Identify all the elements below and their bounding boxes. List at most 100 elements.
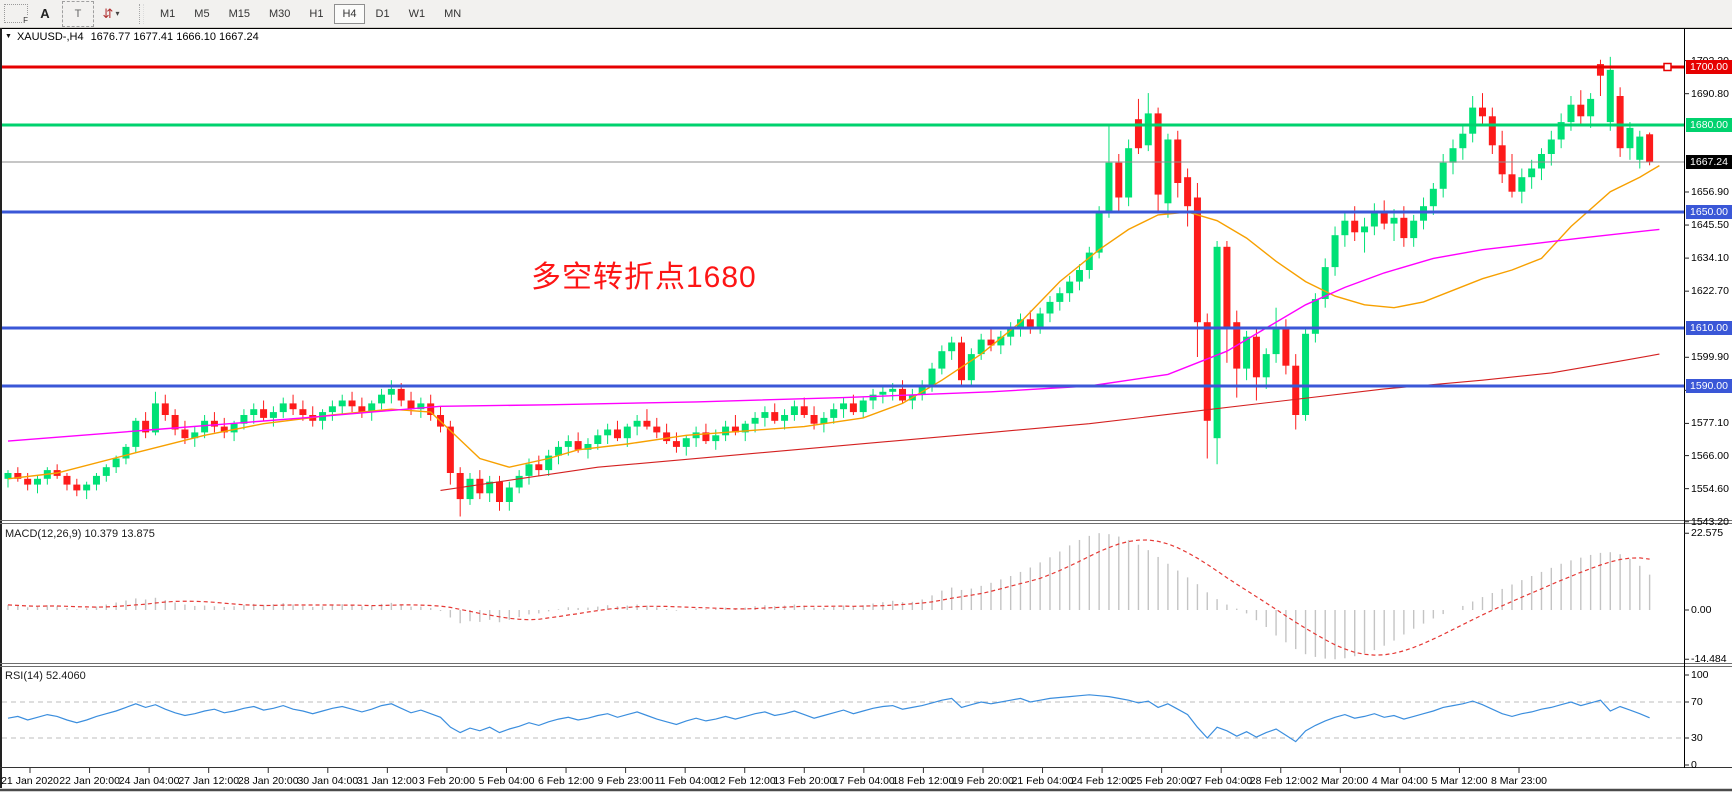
candle-body: [918, 385, 926, 395]
candle-body: [810, 414, 818, 424]
candle-body: [790, 406, 798, 415]
timeframe-button-MN[interactable]: MN: [436, 4, 469, 24]
time-label-9: 6 Feb 12:00: [538, 775, 595, 787]
chevron-down-icon: ▾: [115, 9, 120, 18]
candle-body: [260, 409, 268, 418]
candle-body: [230, 423, 238, 433]
candle-body: [24, 478, 32, 485]
candle-body: [1164, 139, 1172, 204]
toolbar-grip-icon[interactable]: F: [4, 4, 28, 25]
timeframe-button-M5[interactable]: M5: [186, 4, 217, 24]
candle-body: [712, 435, 720, 442]
candle-body: [682, 438, 690, 447]
objects-tool-button[interactable]: ⇵ ▾: [100, 3, 122, 25]
candle-body: [702, 432, 710, 442]
candle-body: [220, 426, 228, 433]
price-badge-1610.00: 1610.00: [1686, 320, 1732, 335]
candle-body: [83, 484, 91, 491]
candle-body: [1154, 113, 1162, 195]
time-label-15: 18 Feb 12:00: [892, 775, 955, 787]
candle-body: [889, 388, 897, 392]
time-label-4: 28 Jan 20:00: [237, 775, 299, 787]
candle-body: [1223, 246, 1231, 328]
timeframe-button-H4[interactable]: H4: [334, 3, 365, 24]
timeframe-button-D1[interactable]: D1: [368, 4, 398, 24]
text-box-tool-icon[interactable]: T: [62, 0, 94, 27]
candle-body: [1174, 139, 1182, 183]
candle-body: [1125, 148, 1133, 198]
candle-body: [299, 409, 307, 415]
price-tick-1690.80: 1690.80: [1691, 87, 1729, 100]
candle-body: [1105, 162, 1113, 212]
candle-body: [997, 336, 1005, 346]
time-label-13: 13 Feb 20:00: [773, 775, 836, 787]
candle-body: [1646, 134, 1654, 163]
timeframe-button-M15[interactable]: M15: [221, 4, 258, 24]
candle-body: [289, 403, 297, 410]
candle-body: [869, 394, 877, 401]
chart-plot[interactable]: [0, 28, 1732, 792]
candle-body: [830, 409, 838, 418]
candle-body: [1498, 145, 1506, 175]
price-badge-1680.00: 1680.00: [1686, 117, 1732, 132]
candle-body: [486, 481, 494, 494]
candle-body: [663, 432, 671, 442]
timeframe-button-M1[interactable]: M1: [152, 4, 183, 24]
candle-body: [338, 400, 346, 407]
candle-body: [554, 446, 562, 456]
candle-body: [722, 426, 730, 436]
candle-body: [1616, 95, 1624, 149]
time-label-5: 30 Jan 04:00: [297, 775, 359, 787]
time-label-11: 11 Feb 04:00: [654, 775, 716, 787]
candle-body: [387, 388, 395, 395]
hline-handle[interactable]: [1663, 62, 1672, 72]
candle-body: [191, 432, 199, 439]
chart-window: ▼ XAUUSD-,H4 1676.77 1677.41 1666.10 1667.…: [0, 28, 1732, 792]
candle-body: [1351, 220, 1359, 233]
candle-body: [1075, 269, 1083, 282]
time-label-17: 21 Feb 04:00: [1011, 775, 1074, 787]
candle-body: [378, 394, 386, 404]
time-label-6: 31 Jan 12:00: [357, 775, 418, 787]
candle-body: [417, 403, 425, 410]
candle-body: [781, 414, 789, 421]
candle-body: [1518, 177, 1526, 192]
time-label-0: 21 Jan 2020: [1, 775, 59, 787]
candle-body: [446, 426, 454, 473]
macd-title: MACD(12,26,9): [5, 528, 82, 540]
arrows-icon: ⇵: [102, 5, 114, 21]
time-label-2: 24 Jan 04:00: [118, 775, 180, 787]
candle-body: [613, 429, 621, 439]
candle-body: [1606, 69, 1614, 123]
candle-body: [1449, 148, 1457, 163]
rsi-value: 52.4060: [45, 670, 86, 682]
candle-body: [564, 441, 572, 447]
candle-body: [948, 342, 956, 352]
symbol-dropdown-icon[interactable]: ▼: [5, 33, 12, 40]
text-label-tool-icon[interactable]: A: [40, 6, 50, 21]
price-tick-1634.10: 1634.10: [1691, 252, 1729, 265]
candle-body: [604, 429, 612, 436]
timeframe-button-W1[interactable]: W1: [401, 4, 434, 24]
candle-body: [967, 354, 975, 381]
candle-body: [1587, 98, 1595, 117]
candle-body: [368, 403, 376, 413]
candle-body: [1596, 64, 1604, 76]
candle-body: [1085, 252, 1093, 270]
candle-body: [73, 484, 81, 491]
candle-body: [279, 403, 287, 413]
timeframe-button-M30[interactable]: M30: [261, 4, 298, 24]
price-badge-1700.00: 1700.00: [1686, 59, 1732, 74]
candle-body: [692, 432, 700, 439]
candle-body: [643, 420, 651, 427]
chart-title[interactable]: ▼ XAUUSD-,H4 1676.77 1677.41 1666.10 1667.…: [5, 31, 259, 43]
candle-body: [102, 467, 110, 476]
candle-body: [653, 426, 661, 433]
candle-body: [1459, 133, 1467, 149]
candle-body: [859, 400, 867, 413]
candle-body: [201, 420, 209, 433]
text-annotation[interactable]: 多空转折点1680: [531, 261, 757, 294]
timeframe-button-H1[interactable]: H1: [301, 4, 331, 24]
candle-body: [1262, 354, 1270, 378]
price-tick-1554.60: 1554.60: [1691, 482, 1729, 495]
